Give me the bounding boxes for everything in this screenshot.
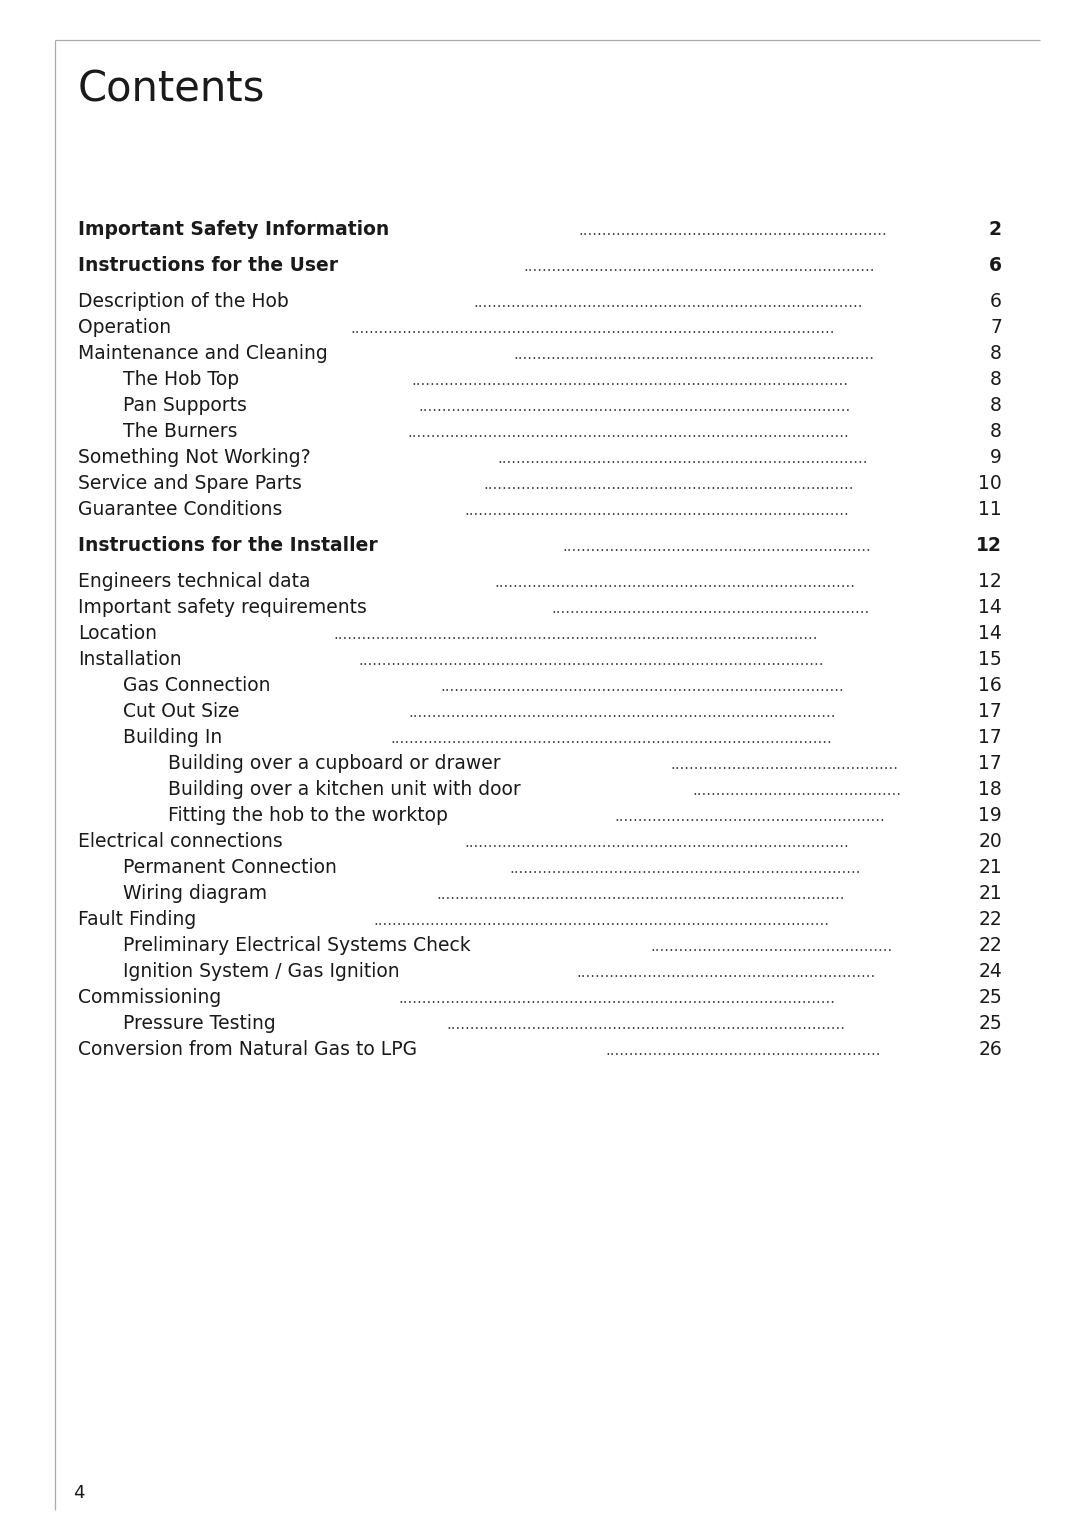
Text: 12: 12 [976,536,1002,555]
Text: Important Safety Information: Important Safety Information [78,221,389,239]
Text: ................................................................................: ........................................… [411,372,848,388]
Text: .................................................................: ........................................… [578,222,887,237]
Text: Installation: Installation [78,650,181,669]
Text: ................................................................................: ........................................… [390,731,832,746]
Text: ................................................................................: ........................................… [419,398,851,414]
Text: Wiring diagram: Wiring diagram [123,884,267,902]
Text: Ignition System / Gas Ignition: Ignition System / Gas Ignition [123,962,400,980]
Text: ..........................................................................: ........................................… [510,861,861,876]
Text: Instructions for the Installer: Instructions for the Installer [78,536,378,555]
Text: 8: 8 [990,345,1002,363]
Text: 17: 17 [978,754,1002,774]
Text: 17: 17 [978,728,1002,748]
Text: ..............................................................................: ........................................… [484,476,854,492]
Text: ................................................................................: ........................................… [446,1017,846,1033]
Text: Preliminary Electrical Systems Check: Preliminary Electrical Systems Check [123,936,471,954]
Text: Building over a kitchen unit with door: Building over a kitchen unit with door [168,780,521,800]
Text: Something Not Working?: Something Not Working? [78,447,311,467]
Text: 19: 19 [978,806,1002,826]
Text: 11: 11 [978,499,1002,519]
Text: Building over a cupboard or drawer: Building over a cupboard or drawer [168,754,501,774]
Text: ................................................................................: ........................................… [373,913,829,928]
Text: ................................................................................: ........................................… [473,294,863,309]
Text: 20: 20 [978,832,1002,850]
Text: 25: 25 [978,1014,1002,1033]
Text: Fitting the hob to the worktop: Fitting the hob to the worktop [168,806,448,826]
Text: Operation: Operation [78,319,171,337]
Text: ..............................................................................: ........................................… [497,450,867,466]
Text: ................................................................................: ........................................… [436,887,845,902]
Text: Service and Spare Parts: Service and Spare Parts [78,473,302,493]
Text: 25: 25 [978,988,1002,1007]
Text: ................................................................................: ........................................… [408,424,850,440]
Text: ..........................................................................: ........................................… [524,259,875,274]
Text: 18: 18 [978,780,1002,800]
Text: 14: 14 [978,624,1002,643]
Text: ...............................................................: ........................................… [576,965,875,980]
Text: Electrical connections: Electrical connections [78,832,283,850]
Text: 4: 4 [73,1485,84,1501]
Text: ................................................................................: ........................................… [464,835,849,850]
Text: Location: Location [78,624,157,643]
Text: The Burners: The Burners [123,421,238,441]
Text: 9: 9 [990,447,1002,467]
Text: Instructions for the User: Instructions for the User [78,256,338,276]
Text: 6: 6 [989,256,1002,276]
Text: 14: 14 [978,597,1002,617]
Text: 22: 22 [978,910,1002,928]
Text: ..........................................................: ........................................… [606,1043,881,1057]
Text: Contents: Contents [78,67,266,110]
Text: 21: 21 [978,884,1002,902]
Text: 6: 6 [990,293,1002,311]
Text: The Hob Top: The Hob Top [123,371,239,389]
Text: ............................................................................: ........................................… [495,574,855,590]
Text: 2: 2 [989,221,1002,239]
Text: 15: 15 [978,650,1002,669]
Text: Permanent Connection: Permanent Connection [123,858,337,876]
Text: ................................................: ........................................… [671,757,899,772]
Text: 22: 22 [978,936,1002,954]
Text: Pan Supports: Pan Supports [123,395,247,415]
Text: Pressure Testing: Pressure Testing [123,1014,275,1033]
Text: 16: 16 [978,676,1002,696]
Text: Commissioning: Commissioning [78,988,221,1007]
Text: Engineers technical data: Engineers technical data [78,571,311,591]
Text: ...................................................: ........................................… [650,939,893,954]
Text: Description of the Hob: Description of the Hob [78,293,288,311]
Text: .................................................................: ........................................… [563,539,872,553]
Text: ................................................................................: ........................................… [399,991,836,1007]
Text: ...................................................................: ........................................… [552,601,870,616]
Text: ................................................................................: ........................................… [359,653,824,668]
Text: 8: 8 [990,395,1002,415]
Text: Cut Out Size: Cut Out Size [123,702,240,722]
Text: Building In: Building In [123,728,222,748]
Text: .........................................................: ........................................… [615,809,886,824]
Text: 21: 21 [978,858,1002,876]
Text: 10: 10 [978,473,1002,493]
Text: Conversion from Natural Gas to LPG: Conversion from Natural Gas to LPG [78,1040,417,1059]
Text: 17: 17 [978,702,1002,722]
Text: 24: 24 [978,962,1002,980]
Text: 8: 8 [990,421,1002,441]
Text: Guarantee Conditions: Guarantee Conditions [78,499,282,519]
Text: Fault Finding: Fault Finding [78,910,197,928]
Text: ................................................................................: ........................................… [350,320,835,336]
Text: ................................................................................: ........................................… [334,627,818,642]
Text: Gas Connection: Gas Connection [123,676,270,696]
Text: ............................................................................: ........................................… [513,346,874,362]
Text: ................................................................................: ........................................… [408,705,836,720]
Text: 26: 26 [978,1040,1002,1059]
Text: Important safety requirements: Important safety requirements [78,597,367,617]
Text: 12: 12 [978,571,1002,591]
Text: 8: 8 [990,371,1002,389]
Text: ................................................................................: ........................................… [464,502,849,518]
Text: 7: 7 [990,319,1002,337]
Text: ................................................................................: ........................................… [441,679,845,694]
Text: ............................................: ........................................… [692,783,902,798]
Text: Maintenance and Cleaning: Maintenance and Cleaning [78,345,327,363]
